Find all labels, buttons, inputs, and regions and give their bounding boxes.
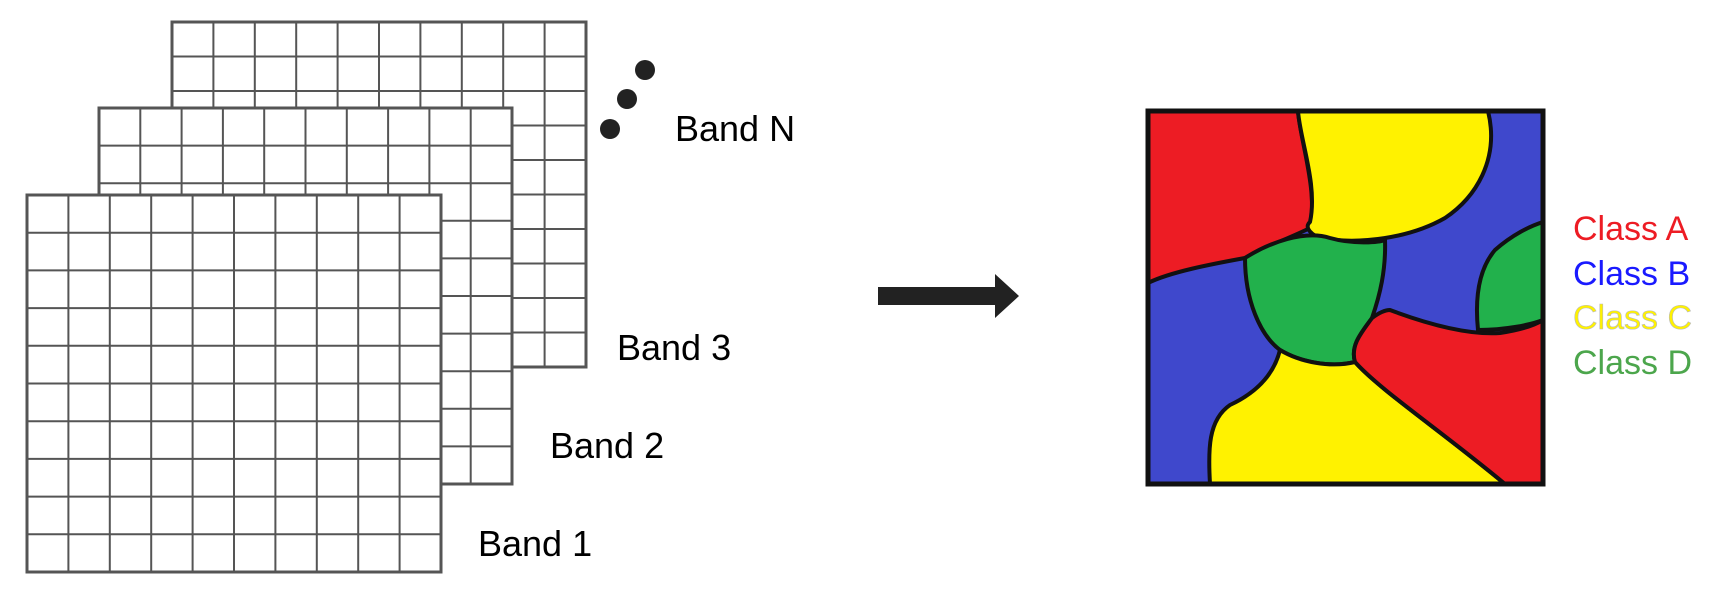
legend-class-b: Class B	[1573, 255, 1690, 293]
band-1-layer	[25, 193, 443, 574]
band-n-label: Band N	[675, 108, 795, 149]
legend-class-d: Class D	[1573, 344, 1692, 382]
band-3-label: Band 3	[617, 327, 731, 368]
map-region-green-right	[1474, 220, 1543, 332]
legend: Class A Class B Class C Class D	[1573, 210, 1693, 382]
right-arrow-icon	[878, 274, 1019, 318]
ellipsis-icon	[600, 60, 655, 139]
band-2-label: Band 2	[550, 425, 664, 466]
band-1-grid	[27, 195, 441, 572]
classified-map	[1145, 108, 1546, 487]
legend-class-a: Class A	[1573, 210, 1689, 248]
legend-class-c: Class C	[1573, 299, 1692, 337]
band-1-label: Band 1	[478, 523, 592, 564]
